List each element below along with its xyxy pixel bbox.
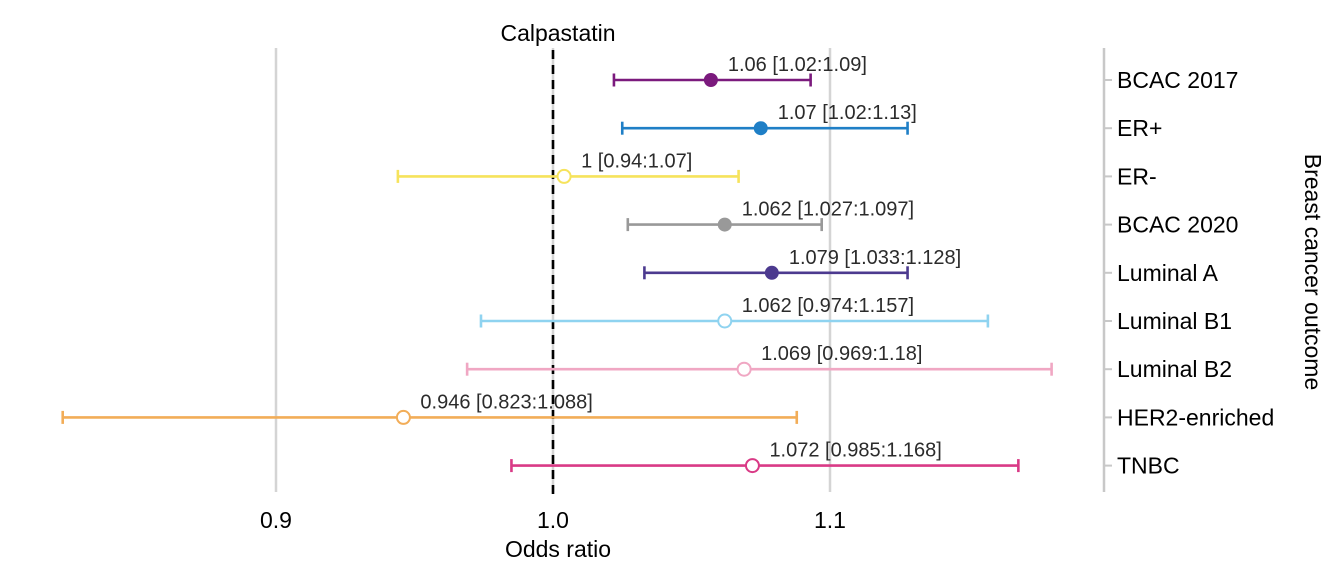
x-tick-label: 0.9 bbox=[260, 507, 292, 533]
forest-row: 1.062 [1.027:1.097] bbox=[626, 199, 914, 232]
chart-title: Calpastatin bbox=[500, 20, 615, 46]
estimate-label: 0.946 [0.823:1.088] bbox=[420, 391, 592, 413]
forest-row: 1.072 [0.985:1.168] bbox=[510, 440, 1020, 474]
marks-layer: 1.06 [1.02:1.09] 1.07 [1.02:1.13] 1 [0.94:… bbox=[61, 54, 1053, 474]
estimate-label: 1.07 [1.02:1.13] bbox=[778, 102, 917, 124]
forest-row: 1.07 [1.02:1.13] bbox=[620, 102, 917, 136]
y-category-label: TNBC bbox=[1117, 453, 1180, 479]
point-estimate bbox=[717, 313, 733, 329]
point-estimate bbox=[764, 265, 779, 280]
point-estimate bbox=[753, 121, 768, 136]
y-category-label: BCAC 2020 bbox=[1117, 212, 1238, 238]
y-category-label: BCAC 2017 bbox=[1117, 67, 1238, 93]
y-category-label: ER- bbox=[1117, 163, 1157, 189]
forest-row: 1.069 [0.969:1.18] bbox=[465, 343, 1053, 377]
y-category-label: Luminal B2 bbox=[1117, 356, 1232, 382]
point-estimate bbox=[703, 73, 718, 87]
point-estimate bbox=[744, 458, 760, 474]
estimate-label: 1 [0.94:1.07] bbox=[581, 150, 692, 172]
estimate-label: 1.069 [0.969:1.18] bbox=[761, 343, 922, 365]
forest-row: 1.06 [1.02:1.09] bbox=[612, 54, 867, 87]
y-category-label: HER2-enriched bbox=[1117, 404, 1274, 430]
y-axis-label: Breast cancer outcome bbox=[1300, 154, 1326, 391]
point-estimate bbox=[395, 409, 411, 425]
x-tick-label: 1.1 bbox=[814, 507, 846, 533]
y-axis-categories: BCAC 2017 ER+ ER- BCAC 2020 Luminal A Luminal… bbox=[1104, 67, 1274, 479]
x-axis-ticks: 0.9 1.0 1.1 bbox=[260, 507, 846, 533]
forest-row: 1.079 [1.033:1.128] bbox=[643, 247, 961, 280]
estimate-label: 1.079 [1.033:1.128] bbox=[789, 247, 961, 269]
point-estimate bbox=[717, 217, 732, 232]
point-estimate bbox=[556, 168, 572, 184]
y-category-label: Luminal B1 bbox=[1117, 308, 1232, 334]
x-axis-label: Odds ratio bbox=[505, 536, 611, 562]
estimate-label: 1.06 [1.02:1.09] bbox=[728, 54, 867, 76]
y-category-label: Luminal A bbox=[1117, 260, 1219, 286]
forest-row: 1.062 [0.974:1.157] bbox=[479, 295, 990, 329]
x-tick-label: 1.0 bbox=[537, 507, 569, 533]
estimate-label: 1.062 [0.974:1.157] bbox=[742, 295, 914, 317]
forest-row: 1 [0.94:1.07] bbox=[396, 150, 740, 184]
point-estimate bbox=[736, 361, 752, 377]
forest-row: 0.946 [0.823:1.088] bbox=[61, 391, 799, 425]
y-category-label: ER+ bbox=[1117, 115, 1162, 141]
estimate-label: 1.072 [0.985:1.168] bbox=[769, 440, 941, 462]
estimate-label: 1.062 [1.027:1.097] bbox=[742, 199, 914, 221]
